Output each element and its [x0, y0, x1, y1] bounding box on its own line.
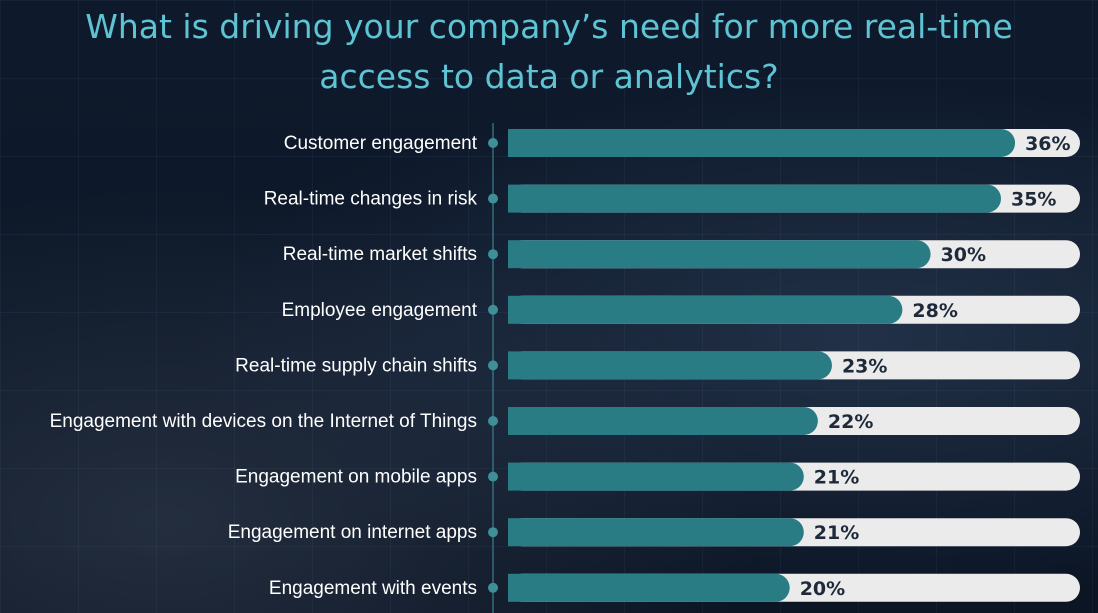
- axis-dot: [488, 416, 498, 426]
- bar-left-edge: [508, 573, 522, 602]
- bar: [508, 184, 1001, 213]
- category-label: Engagement on mobile apps: [235, 467, 477, 488]
- bar-left-edge: [508, 462, 522, 491]
- value-label: 21%: [814, 522, 859, 544]
- axis-dot: [488, 304, 498, 315]
- category-label: Engagement with devices on the Internet …: [50, 411, 477, 432]
- category-label: Real-time supply chain shifts: [235, 355, 477, 376]
- chart-title-line-1: What is driving your company’s need for …: [85, 7, 1013, 46]
- bar-left-edge: [508, 129, 522, 157]
- chart-title: What is driving your company’s need for …: [0, 2, 1098, 102]
- axis-dot: [488, 471, 498, 482]
- bar: [508, 407, 818, 435]
- bar: [508, 351, 832, 380]
- bar: [508, 240, 931, 269]
- bar: [508, 295, 903, 324]
- category-label: Real-time market shifts: [283, 244, 477, 265]
- category-label: Customer engagement: [284, 133, 478, 154]
- value-label: 36%: [1025, 133, 1070, 155]
- chart-title-line-2: access to data or analytics?: [319, 57, 779, 96]
- bar-left-edge: [508, 240, 522, 269]
- category-label: Engagement with events: [269, 578, 477, 599]
- axis-dot: [488, 527, 498, 538]
- value-label: 20%: [800, 578, 845, 600]
- category-label: Real-time changes in risk: [264, 189, 478, 210]
- axis-dot: [488, 193, 498, 204]
- category-label: Employee engagement: [282, 300, 478, 321]
- category-label: Engagement on internet apps: [228, 522, 477, 543]
- value-label: 22%: [828, 411, 873, 433]
- bar: [508, 129, 1016, 157]
- bar-left-edge: [508, 184, 522, 213]
- bar-left-edge: [508, 295, 522, 324]
- axis-dot: [488, 138, 498, 148]
- bar: [508, 462, 804, 491]
- bar-left-edge: [508, 351, 522, 380]
- value-label: 23%: [842, 355, 887, 377]
- axis-dot: [488, 360, 498, 371]
- bar: [508, 518, 804, 547]
- value-label: 28%: [912, 300, 957, 322]
- axis-dot: [488, 249, 498, 260]
- value-label: 21%: [814, 467, 859, 489]
- value-label: 30%: [941, 244, 986, 266]
- axis-dot: [488, 582, 498, 593]
- value-label: 35%: [1011, 189, 1056, 211]
- bar-left-edge: [508, 407, 522, 435]
- bar: [508, 573, 790, 602]
- bar-left-edge: [508, 518, 522, 547]
